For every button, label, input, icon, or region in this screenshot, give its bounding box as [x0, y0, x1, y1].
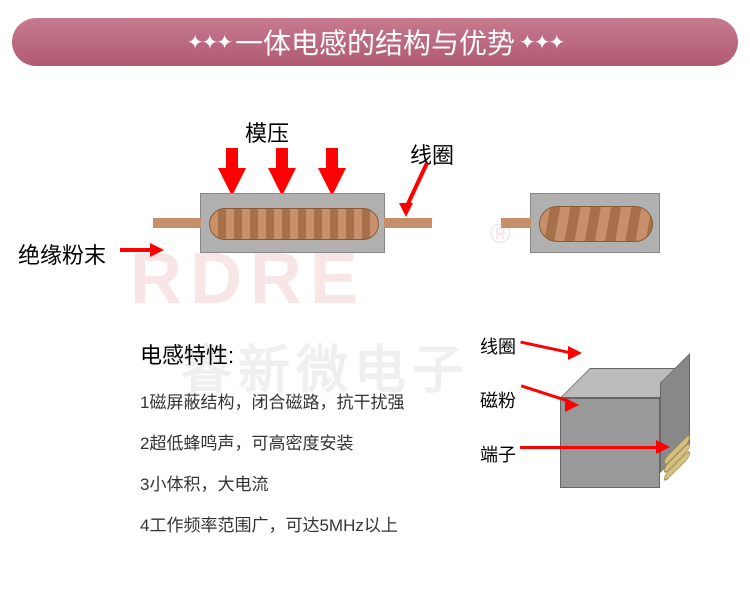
down-arrow-1 [218, 168, 246, 196]
label-coil: 线圈 [410, 138, 454, 170]
header-banner: ✦✦✦ 一体电感的结构与优势 ✦✦✦ [12, 18, 738, 66]
cube-label-powder: 磁粉 [480, 387, 516, 413]
arrow-insul-line [120, 248, 152, 252]
cube-label-coil: 线圈 [480, 333, 516, 359]
down-arrow-2 [268, 168, 296, 196]
coil-main [209, 208, 379, 240]
feature-2: 2超低蜂鸣声，可高密度安装 [140, 429, 450, 454]
cube-label-terminal: 端子 [480, 441, 516, 467]
cube-labels: 线圈 磁粉 端子 [480, 333, 516, 495]
label-molding: 模压 [245, 116, 289, 148]
arrow-cube-terminal-line [520, 446, 660, 449]
cube-3d [560, 368, 690, 488]
arrow-cube-powder-head [565, 398, 579, 412]
arrow-coil-head [399, 203, 413, 217]
feature-1: 1磁屏蔽结构，闭合磁路，抗干扰强 [140, 388, 450, 413]
features-title: 电感特性: [140, 338, 450, 370]
header-title: 一体电感的结构与优势 [235, 22, 515, 62]
arrow-insul-head [150, 243, 164, 257]
arrow-cube-terminal-head [656, 440, 670, 454]
sparkle-left: ✦✦✦ [187, 30, 231, 55]
component-side [530, 193, 660, 253]
label-insulating-powder: 绝缘粉末 [18, 238, 106, 270]
sparkle-right: ✦✦✦ [519, 30, 563, 55]
component-main [200, 193, 385, 253]
feature-4: 4工作频率范围广，可达5MHz以上 [140, 511, 450, 536]
feature-3: 3小体积，大电流 [140, 470, 450, 495]
arrow-cube-coil-head [568, 346, 582, 360]
features-block: 电感特性: 1磁屏蔽结构，闭合磁路，抗干扰强 2超低蜂鸣声，可高密度安装 3小体… [140, 338, 450, 552]
arrow-cube-coil-line [520, 341, 571, 355]
coil-side [539, 206, 653, 242]
down-arrow-3 [318, 168, 346, 196]
